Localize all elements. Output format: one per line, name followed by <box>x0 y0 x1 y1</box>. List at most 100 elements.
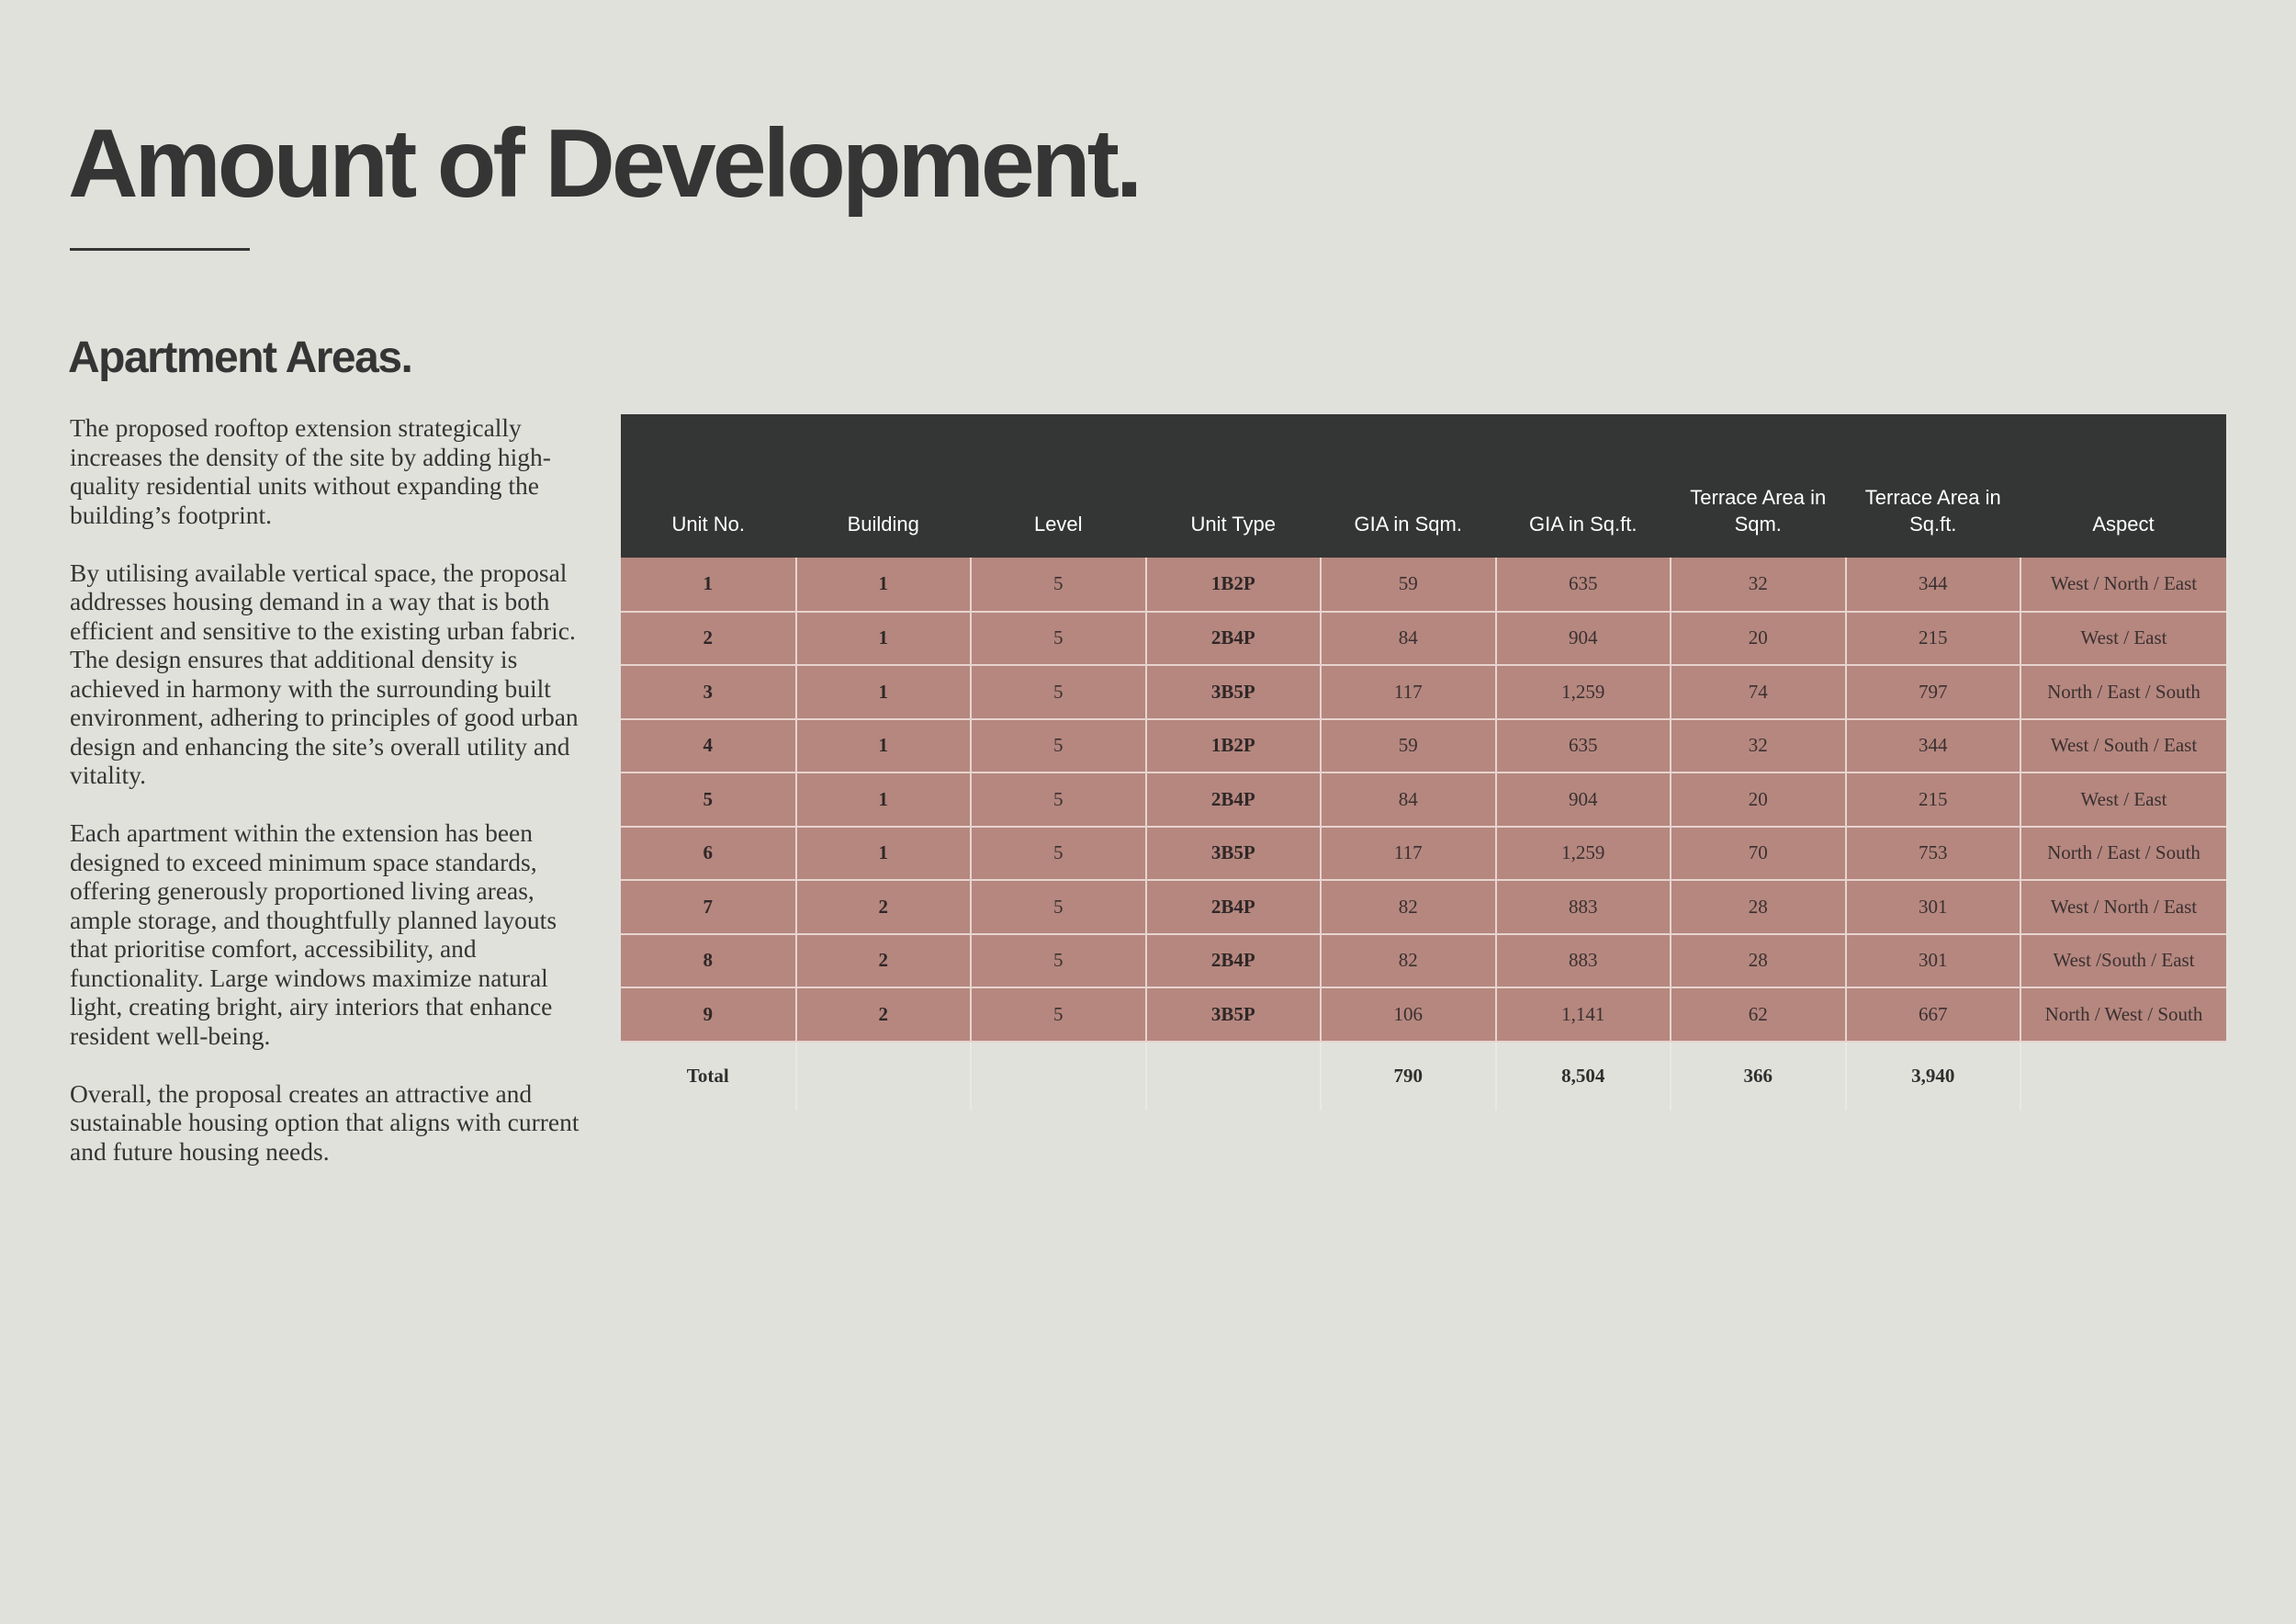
paragraph: Each apartment within the extension has … <box>70 818 557 1050</box>
cell-terrace-sqm: 28 <box>1671 880 1847 935</box>
cell-gia-sqm: 117 <box>1321 665 1497 720</box>
cell-building: 1 <box>795 611 972 666</box>
header-aspect: Aspect <box>2020 414 2226 558</box>
table-row: 7 2 5 2B4P 82 883 28 301 West / North / East <box>621 880 2226 935</box>
cell-terrace-sqft: 753 <box>1845 826 2021 881</box>
cell-gia-sqm: 82 <box>1321 933 1497 988</box>
table-row: 8 2 5 2B4P 82 883 28 301 West /South / East <box>621 933 2226 988</box>
cell-aspect: North / East / South <box>2020 826 2226 881</box>
cell-level: 5 <box>971 611 1147 666</box>
cell-building: 1 <box>795 773 972 828</box>
cell-unit-no: 4 <box>621 718 797 773</box>
cell-level: 5 <box>971 558 1147 613</box>
header-gia-sqm: GIA in Sqm. <box>1321 414 1496 558</box>
cell-terrace-sqft: 215 <box>1845 773 2021 828</box>
cell-aspect: West / South / East <box>2020 718 2226 773</box>
cell-gia-sqm: 106 <box>1321 987 1497 1043</box>
total-gia-sqm: 790 <box>1321 1041 1497 1111</box>
total-cell <box>971 1041 1147 1111</box>
table-row: 6 1 5 3B5P 117 1,259 70 753 North / East / South <box>621 826 2226 881</box>
total-gia-sqft: 8,504 <box>1495 1041 1671 1111</box>
table-row: 9 2 5 3B5P 106 1,141 62 667 North / West / South <box>621 987 2226 1043</box>
cell-unit-type: 1B2P <box>1145 558 1322 613</box>
cell-terrace-sqm: 70 <box>1671 826 1847 881</box>
cell-aspect: North / East / South <box>2020 665 2226 720</box>
cell-level: 5 <box>971 933 1147 988</box>
cell-building: 1 <box>795 826 972 881</box>
cell-unit-type: 3B5P <box>1145 826 1322 881</box>
cell-building: 2 <box>795 933 972 988</box>
cell-level: 5 <box>971 987 1147 1043</box>
cell-gia-sqft: 1,141 <box>1495 987 1671 1043</box>
cell-unit-no: 3 <box>621 665 797 720</box>
paragraph: The proposed rooftop extension strategic… <box>70 413 551 529</box>
cell-building: 1 <box>795 558 972 613</box>
cell-terrace-sqm: 28 <box>1671 933 1847 988</box>
total-terrace-sqm: 366 <box>1671 1041 1847 1111</box>
table-body: 1 1 5 1B2P 59 635 32 344 West / North / East 2 1 5 2… <box>621 558 2226 1043</box>
cell-gia-sqft: 1,259 <box>1495 665 1671 720</box>
cell-unit-no: 6 <box>621 826 797 881</box>
cell-gia-sqft: 635 <box>1495 718 1671 773</box>
cell-building: 2 <box>795 987 972 1043</box>
cell-unit-type: 2B4P <box>1145 611 1322 666</box>
table-row: 4 1 5 1B2P 59 635 32 344 West / South / East <box>621 718 2226 773</box>
cell-level: 5 <box>971 665 1147 720</box>
total-cell <box>1145 1041 1322 1111</box>
total-label: Total <box>621 1041 797 1111</box>
cell-aspect: West /South / East <box>2020 933 2226 988</box>
cell-aspect: West / North / East <box>2020 558 2226 613</box>
cell-level: 5 <box>971 718 1147 773</box>
cell-terrace-sqm: 20 <box>1671 611 1847 666</box>
cell-aspect: West / East <box>2020 773 2226 828</box>
cell-level: 5 <box>971 880 1147 935</box>
cell-gia-sqm: 82 <box>1321 880 1497 935</box>
cell-unit-no: 7 <box>621 880 797 935</box>
page-title: Amount of Development. <box>68 109 1142 218</box>
table-row: 5 1 5 2B4P 84 904 20 215 West / East <box>621 773 2226 828</box>
cell-terrace-sqft: 344 <box>1845 718 2021 773</box>
title-divider <box>70 248 250 251</box>
cell-unit-no: 1 <box>621 558 797 613</box>
cell-gia-sqm: 117 <box>1321 826 1497 881</box>
total-terrace-sqft: 3,940 <box>1845 1041 2021 1111</box>
cell-unit-type: 2B4P <box>1145 933 1322 988</box>
cell-building: 2 <box>795 880 972 935</box>
total-cell <box>2020 1041 2226 1111</box>
cell-gia-sqm: 84 <box>1321 611 1497 666</box>
cell-unit-type: 2B4P <box>1145 880 1322 935</box>
table-total-row: Total 790 8,504 366 3,940 <box>621 1041 2226 1111</box>
cell-terrace-sqft: 301 <box>1845 880 2021 935</box>
cell-unit-type: 3B5P <box>1145 665 1322 720</box>
cell-level: 5 <box>971 773 1147 828</box>
cell-unit-no: 2 <box>621 611 797 666</box>
total-cell <box>795 1041 972 1111</box>
cell-terrace-sqft: 344 <box>1845 558 2021 613</box>
header-gia-sqft: GIA in Sq.ft. <box>1495 414 1671 558</box>
header-terrace-sqft: Terrace Area in Sq.ft. <box>1845 414 2020 558</box>
cell-unit-no: 8 <box>621 933 797 988</box>
cell-gia-sqft: 1,259 <box>1495 826 1671 881</box>
cell-unit-type: 2B4P <box>1145 773 1322 828</box>
header-unit-type: Unit Type <box>1145 414 1321 558</box>
cell-terrace-sqm: 32 <box>1671 718 1847 773</box>
header-terrace-sqm: Terrace Area in Sqm. <box>1671 414 1846 558</box>
cell-aspect: West / East <box>2020 611 2226 666</box>
description-text: The proposed rooftop extension strategic… <box>70 413 584 1195</box>
cell-terrace-sqft: 667 <box>1845 987 2021 1043</box>
cell-gia-sqft: 883 <box>1495 933 1671 988</box>
cell-unit-no: 9 <box>621 987 797 1043</box>
cell-gia-sqft: 883 <box>1495 880 1671 935</box>
cell-terrace-sqft: 301 <box>1845 933 2021 988</box>
section-heading: Apartment Areas. <box>68 333 413 382</box>
cell-gia-sqm: 59 <box>1321 558 1497 613</box>
header-unit-no: Unit No. <box>621 414 796 558</box>
cell-gia-sqm: 59 <box>1321 718 1497 773</box>
cell-aspect: West / North / East <box>2020 880 2226 935</box>
cell-terrace-sqm: 62 <box>1671 987 1847 1043</box>
cell-unit-type: 1B2P <box>1145 718 1322 773</box>
paragraph: Overall, the proposal creates an attract… <box>70 1078 580 1166</box>
cell-building: 1 <box>795 718 972 773</box>
table-header-row: Unit No. Building Level Unit Type GIA in… <box>621 414 2226 558</box>
cell-terrace-sqft: 215 <box>1845 611 2021 666</box>
